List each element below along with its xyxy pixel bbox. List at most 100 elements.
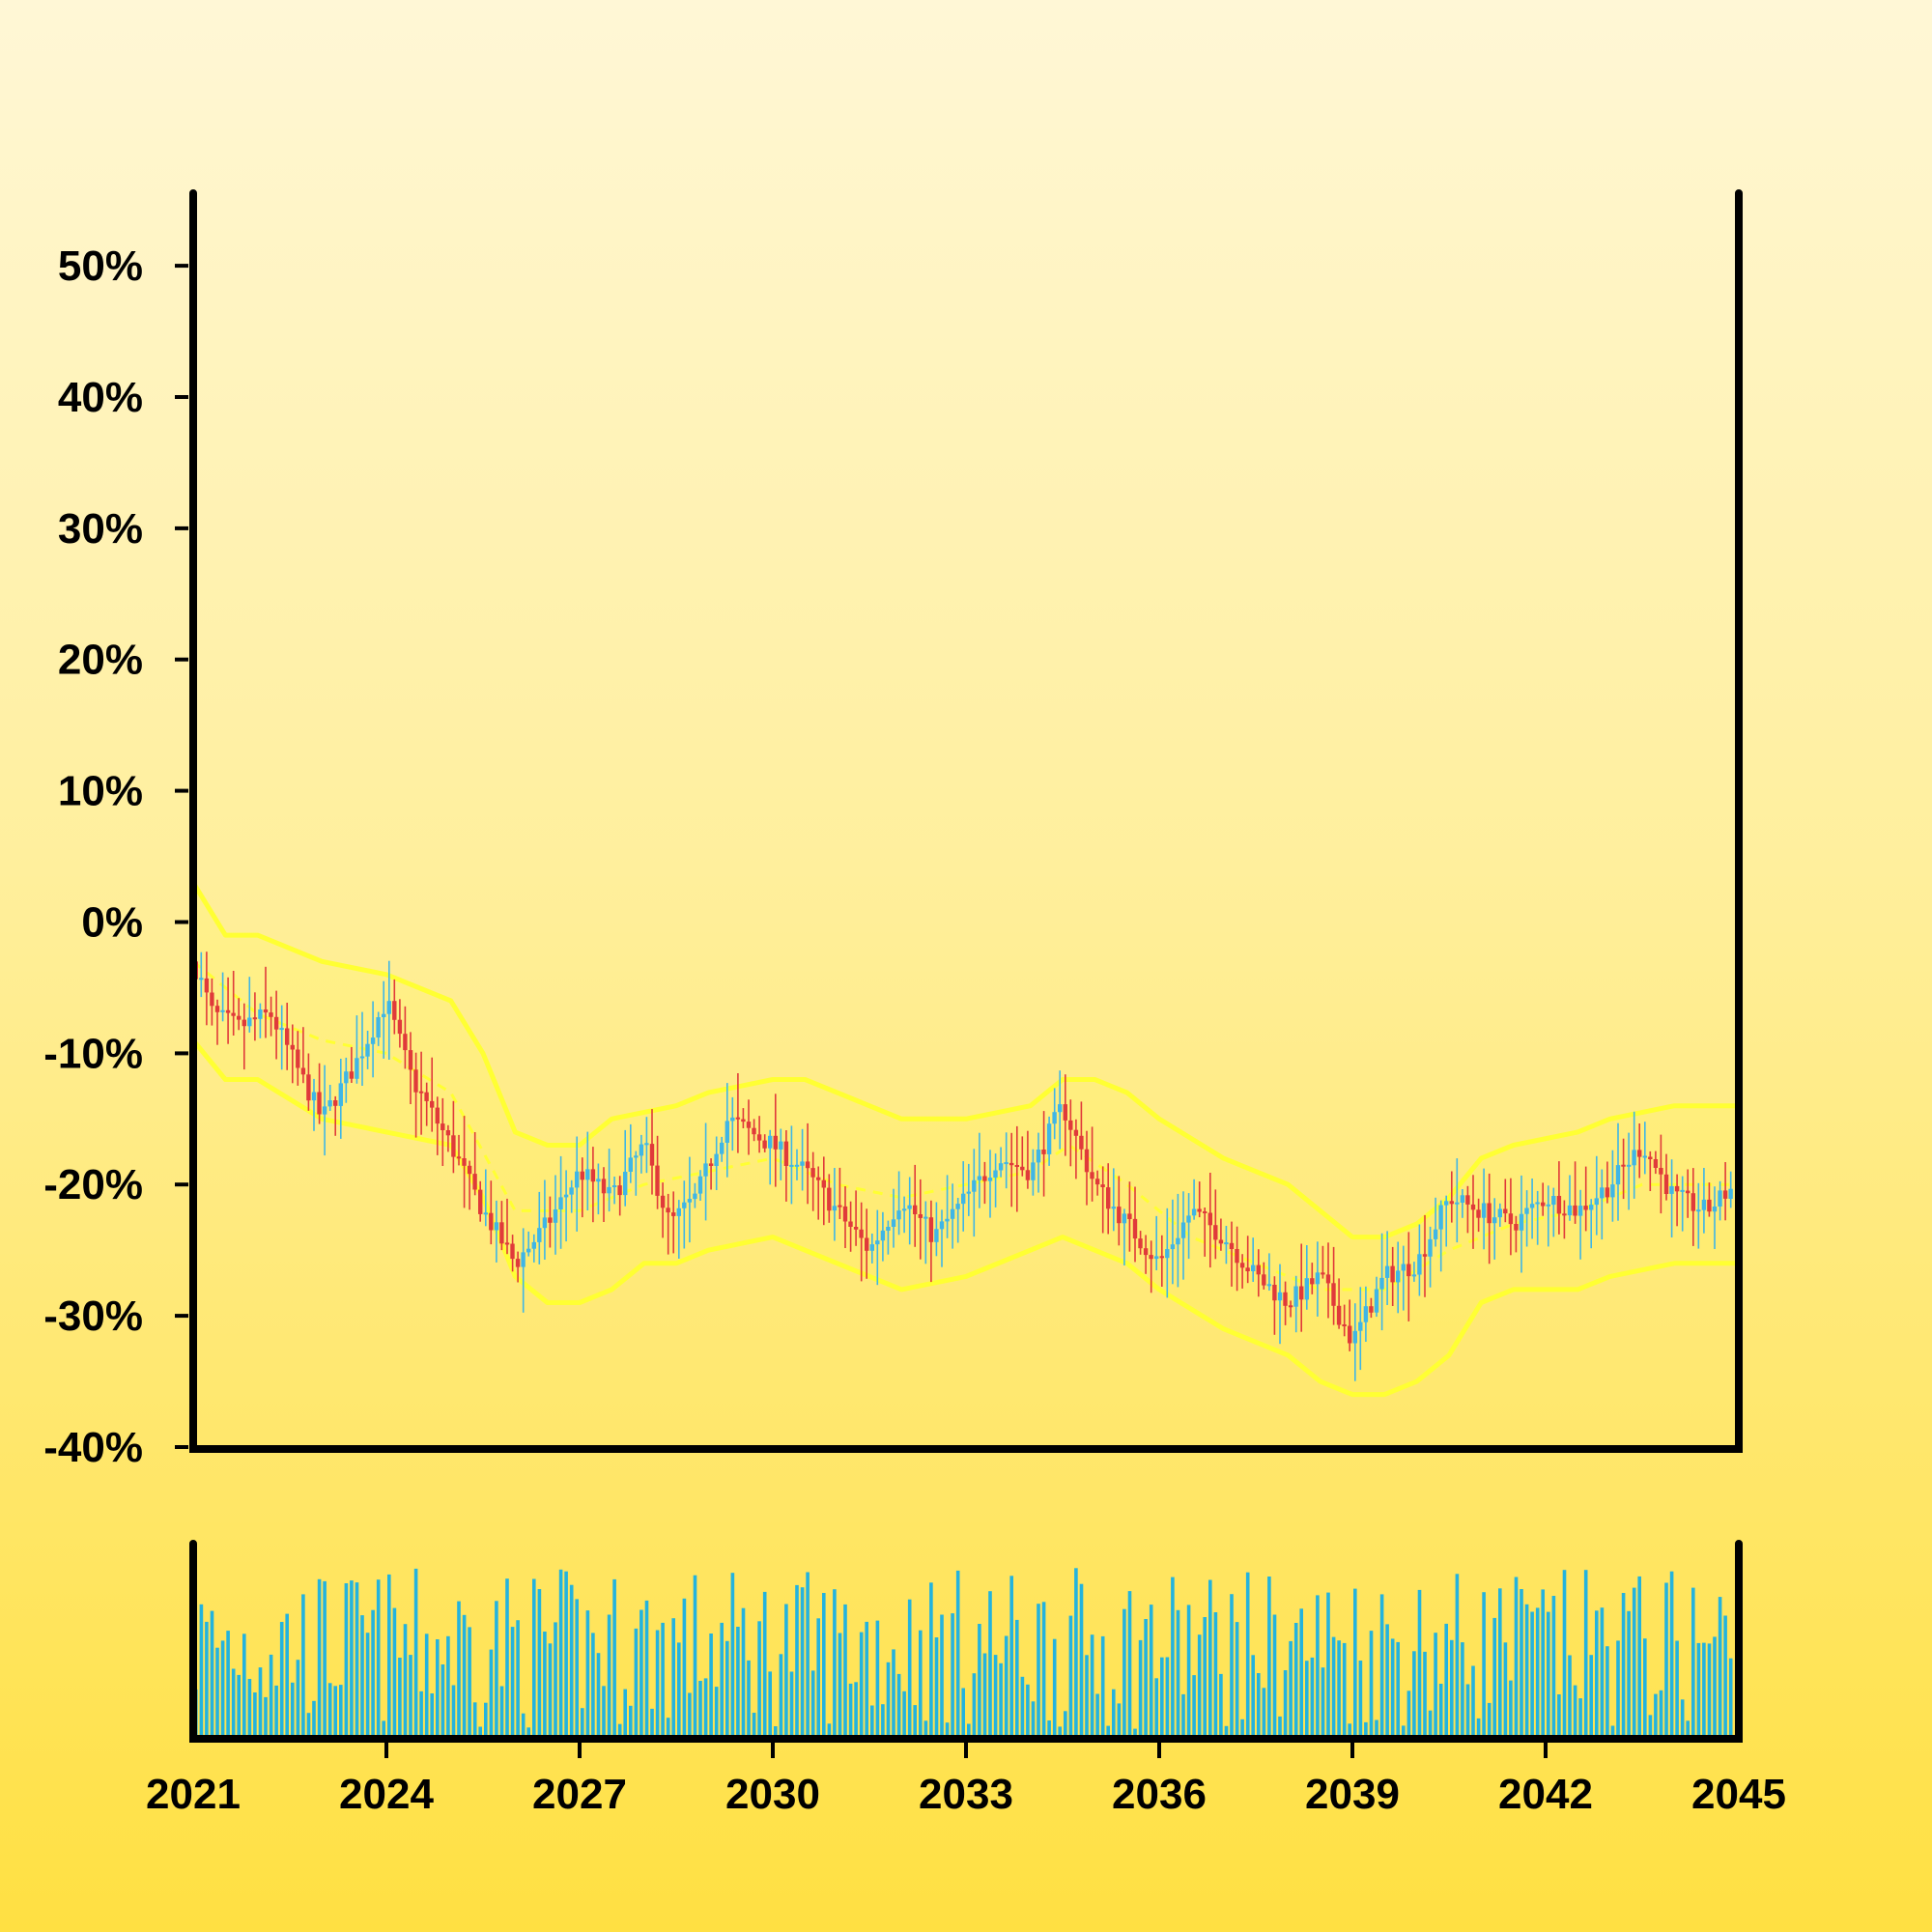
candle-down bbox=[1025, 1170, 1031, 1180]
candle-down bbox=[1336, 1305, 1342, 1325]
candle-down bbox=[1218, 1239, 1224, 1244]
candle-down bbox=[392, 1001, 397, 1020]
volume-bar bbox=[1262, 1688, 1266, 1735]
candle-down bbox=[1406, 1264, 1411, 1277]
volume-bar bbox=[333, 1686, 337, 1735]
volume-bar bbox=[1353, 1588, 1357, 1735]
volume-bar bbox=[730, 1573, 735, 1735]
volume-bar bbox=[1390, 1638, 1395, 1735]
volume-bar bbox=[532, 1578, 536, 1735]
candle-down bbox=[805, 1161, 810, 1169]
volume-bar bbox=[993, 1655, 998, 1735]
candle-up bbox=[891, 1219, 896, 1227]
volume-bar bbox=[409, 1655, 412, 1735]
candle-down bbox=[838, 1205, 842, 1208]
volume-bar bbox=[1181, 1693, 1185, 1735]
candle-up bbox=[1224, 1242, 1229, 1245]
volume-bar bbox=[499, 1686, 504, 1735]
volume-bar bbox=[1095, 1693, 1099, 1735]
volume-bar bbox=[677, 1642, 681, 1735]
candle-up bbox=[1401, 1264, 1406, 1271]
candle-up bbox=[1728, 1188, 1733, 1199]
volume-bar bbox=[327, 1683, 332, 1735]
candle-up bbox=[1546, 1204, 1550, 1207]
candle-down bbox=[649, 1144, 655, 1166]
candle-down bbox=[1369, 1306, 1374, 1313]
volume-bar bbox=[548, 1643, 553, 1735]
candle-down bbox=[1063, 1104, 1067, 1121]
volume-bar bbox=[693, 1575, 697, 1735]
candle-down bbox=[842, 1206, 848, 1222]
volume-bar bbox=[1364, 1721, 1368, 1735]
candle-up bbox=[1315, 1272, 1321, 1285]
volume-bar bbox=[612, 1578, 616, 1735]
candle-up bbox=[682, 1202, 687, 1208]
volume-bar bbox=[843, 1604, 847, 1735]
candle-up bbox=[1594, 1198, 1599, 1206]
volume-bar bbox=[982, 1653, 987, 1735]
volume-bar bbox=[1423, 1651, 1427, 1735]
candle-down bbox=[1653, 1159, 1659, 1168]
candle-up bbox=[563, 1194, 569, 1198]
volume-bar bbox=[1009, 1576, 1013, 1735]
volume-bar bbox=[768, 1671, 772, 1735]
volume-bar bbox=[1052, 1638, 1057, 1735]
volume-bar bbox=[886, 1662, 891, 1735]
volume-bar bbox=[865, 1621, 868, 1735]
volume-bar bbox=[1058, 1726, 1062, 1735]
volume-bar bbox=[940, 1614, 944, 1735]
volume-bar bbox=[1669, 1571, 1674, 1735]
candle-down bbox=[1476, 1209, 1481, 1218]
volume-bar bbox=[1728, 1658, 1733, 1735]
volume-bar bbox=[1293, 1623, 1298, 1735]
candle-down bbox=[462, 1158, 467, 1166]
candle-up bbox=[993, 1170, 998, 1179]
volume-bar bbox=[1267, 1577, 1271, 1735]
volume-bar bbox=[1348, 1723, 1351, 1735]
volume-bar bbox=[1171, 1577, 1175, 1735]
x-tick-label: 2021 bbox=[146, 1771, 241, 1818]
candle-down bbox=[1321, 1272, 1325, 1275]
candle-up bbox=[483, 1212, 488, 1215]
volume-bar bbox=[242, 1634, 246, 1735]
y-tick-label: 0% bbox=[81, 899, 143, 947]
volume-bar bbox=[779, 1654, 783, 1735]
candle-down bbox=[252, 1017, 258, 1020]
candle-down bbox=[1288, 1305, 1293, 1308]
y-tick-label: 10% bbox=[58, 768, 143, 815]
volume-bar bbox=[1385, 1624, 1389, 1735]
candle-up bbox=[1186, 1215, 1191, 1223]
candle-down bbox=[1132, 1218, 1138, 1239]
candle-down bbox=[746, 1122, 752, 1128]
candle-up bbox=[1524, 1208, 1529, 1214]
candle-up bbox=[623, 1172, 628, 1196]
volume-bar bbox=[495, 1601, 498, 1735]
volume-bar bbox=[274, 1685, 278, 1735]
candle-up bbox=[1411, 1274, 1417, 1277]
volume-bar bbox=[978, 1624, 981, 1735]
volume-bar bbox=[205, 1621, 209, 1735]
volume-bar bbox=[1406, 1690, 1411, 1735]
candle-down bbox=[478, 1189, 483, 1214]
x-tick-label: 2024 bbox=[339, 1771, 434, 1818]
volume-bar bbox=[827, 1723, 832, 1735]
volume-bar bbox=[1723, 1615, 1727, 1735]
volume-bar bbox=[720, 1622, 724, 1735]
candle-up bbox=[1519, 1213, 1524, 1231]
volume-bar bbox=[371, 1609, 375, 1735]
candle-up bbox=[634, 1155, 639, 1158]
volume-bar bbox=[1064, 1711, 1067, 1735]
candle-up bbox=[494, 1222, 499, 1231]
candle-down bbox=[1690, 1193, 1695, 1211]
volume-bar bbox=[440, 1664, 445, 1735]
volume-bar bbox=[1235, 1622, 1239, 1735]
volume-bar bbox=[1547, 1611, 1550, 1735]
volume-bar bbox=[323, 1580, 327, 1735]
y-tick-label: -40% bbox=[43, 1424, 143, 1471]
candle-up bbox=[1363, 1306, 1369, 1322]
candle-up bbox=[1669, 1185, 1674, 1194]
volume-bar bbox=[1583, 1570, 1588, 1735]
volume-bar bbox=[929, 1582, 933, 1735]
candle-up bbox=[1052, 1112, 1057, 1124]
volume-bar bbox=[1578, 1698, 1582, 1735]
